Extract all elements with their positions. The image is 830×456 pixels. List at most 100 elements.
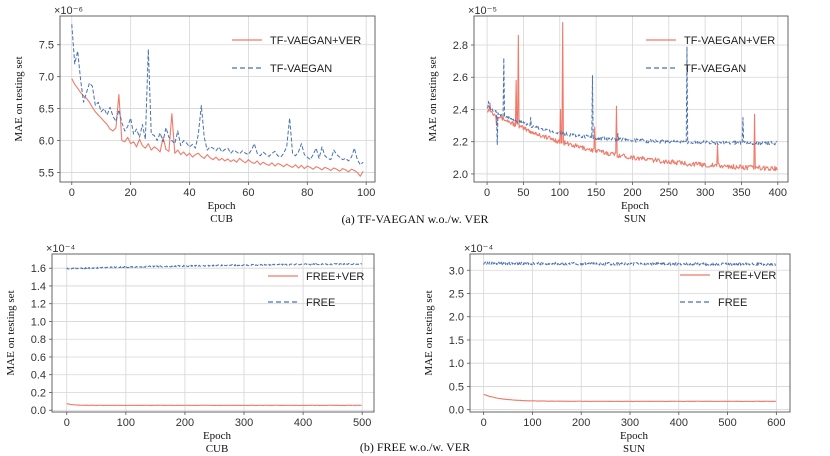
x-tick-label: 0: [69, 187, 75, 199]
y-tick-label: 3.0: [449, 265, 464, 277]
x-tick-label: 500: [353, 417, 371, 429]
y-tick-label: 2.2: [453, 137, 468, 149]
legend-label: FREE+VER: [306, 271, 364, 283]
x-tick-label: 20: [125, 187, 137, 199]
plot-frame: [51, 253, 375, 413]
legend: FREE+VER FREE: [680, 270, 776, 309]
series-line-free: [66, 262, 363, 270]
x-tick-label: 80: [301, 187, 313, 199]
x-axis-label: Epoch: [620, 430, 649, 442]
x-tick-label: 50: [517, 187, 529, 199]
y-tick-label: 6.0: [39, 136, 54, 148]
legend-label: FREE: [718, 297, 747, 309]
x-tick-label: 600: [767, 417, 785, 429]
x-tick-label: 60: [242, 187, 254, 199]
axis-multiplier: ×10⁻⁴: [464, 243, 493, 255]
axis-multiplier: ×10⁻⁵: [468, 5, 497, 17]
legend-label: TF-VAEGAN: [270, 63, 332, 75]
plot-frame: [473, 15, 789, 183]
legend-label: TF-VAEGAN: [684, 63, 746, 75]
x-tick-label: 300: [696, 187, 714, 199]
y-tick-label: 1.5: [449, 335, 464, 347]
series-line-tf-vaegan: [71, 24, 364, 166]
y-tick-label: 1.0: [449, 358, 464, 370]
chart-p1: 0 20 40 60 80 100 5.5 6.0 6.5 7.0 7.5 ×10⁻⁶ EpochCUB…: [13, 5, 376, 225]
y-tick-label: 7.0: [39, 72, 54, 84]
y-tick-label: 7.5: [39, 40, 54, 52]
chart-p4: 0 100 200 300 400 500 600 0.0 0.5 1.0 1.5 2.0 2.5 3.0…: [423, 243, 791, 455]
y-tick-label: 0.0: [31, 405, 46, 417]
y-axis-label: MAE on testing set: [427, 56, 439, 141]
series-line-tf-vaegan: [487, 46, 778, 146]
y-tick-label: 5.5: [39, 167, 54, 179]
x-tick-label: 400: [769, 187, 787, 199]
x-tick-label: 0: [64, 417, 70, 429]
dataset-label: SUN: [624, 213, 646, 225]
y-tick-label: 1.0: [31, 316, 46, 328]
dataset-label: CUB: [210, 213, 233, 225]
series-line-free-ver: [483, 393, 776, 403]
y-axis-label: MAE on testing set: [423, 290, 435, 375]
x-tick-label: 200: [572, 417, 590, 429]
caption-bottom: (b) FREE w.o./w. VER: [360, 440, 470, 454]
x-tick-label: 350: [732, 187, 750, 199]
legend: FREE+VER FREE: [268, 271, 364, 309]
x-tick-label: 400: [670, 417, 688, 429]
y-tick-label: 2.0: [453, 169, 468, 181]
x-tick-label: 150: [587, 187, 605, 199]
x-tick-label: 100: [117, 417, 135, 429]
y-tick-label: 0.8: [31, 334, 46, 346]
caption-top: (a) TF-VAEGAN w.o./w. VER: [341, 212, 488, 226]
y-axis-label: MAE on testing set: [13, 56, 25, 141]
x-tick-label: 300: [235, 417, 253, 429]
y-tick-label: 2.0: [449, 312, 464, 324]
x-tick-label: 200: [176, 417, 194, 429]
x-tick-label: 500: [718, 417, 736, 429]
dataset-label: CUB: [206, 443, 229, 455]
axis-multiplier: ×10⁻⁴: [46, 243, 75, 255]
x-tick-label: 0: [484, 187, 490, 199]
x-axis-label: Epoch: [203, 430, 232, 442]
y-tick-label: 6.5: [39, 104, 54, 116]
x-axis-label: Epoch: [207, 200, 236, 212]
y-tick-label: 2.4: [453, 104, 468, 116]
x-tick-label: 200: [623, 187, 641, 199]
x-tick-label: 40: [183, 187, 195, 199]
y-tick-label: 1.4: [31, 281, 46, 293]
y-tick-label: 0.4: [31, 370, 46, 382]
y-tick-label: 2.5: [449, 289, 464, 301]
legend-label: FREE+VER: [718, 270, 776, 282]
series-line-tf-vaegan-ver: [486, 21, 778, 172]
x-tick-label: 100: [523, 417, 541, 429]
series-line-free: [483, 261, 776, 266]
x-tick-label: 300: [621, 417, 639, 429]
x-axis-label: Epoch: [621, 200, 650, 212]
plot-frame: [59, 15, 376, 183]
y-tick-label: 2.8: [453, 40, 468, 52]
y-tick-label: 1.6: [31, 263, 46, 275]
axis-multiplier: ×10⁻⁶: [54, 5, 83, 17]
y-tick-label: 0.2: [31, 387, 46, 399]
y-tick-label: 0.0: [449, 405, 464, 417]
legend-label: TF-VAEGAN+VER: [270, 35, 361, 47]
y-tick-label: 1.2: [31, 299, 46, 311]
x-tick-label: 100: [357, 187, 375, 199]
x-tick-label: 400: [294, 417, 312, 429]
legend: TF-VAEGAN+VER TF-VAEGAN: [646, 35, 775, 75]
x-tick-label: 100: [551, 187, 569, 199]
series-line-free-ver: [66, 403, 362, 407]
y-tick-label: 0.5: [449, 381, 464, 393]
legend-label: TF-VAEGAN+VER: [684, 35, 775, 47]
legend-label: FREE: [306, 297, 335, 309]
y-tick-label: 2.6: [453, 72, 468, 84]
legend: TF-VAEGAN+VER TF-VAEGAN: [232, 35, 361, 75]
chart-p2: 0 50 100 150 200 250 300 350 400 2.0 2.2 2.4 2.6 2.8 ×…: [427, 5, 789, 225]
y-axis-label: MAE on testing set: [5, 290, 17, 375]
dataset-label: SUN: [623, 443, 645, 455]
series-line-tf-vaegan-ver: [71, 78, 364, 177]
x-tick-label: 0: [481, 417, 487, 429]
y-tick-label: 0.6: [31, 352, 46, 364]
x-tick-label: 250: [660, 187, 678, 199]
chart-p3: 0 100 200 300 400 500 0.0 0.2 0.4 0.6 0.8 1.0 1.2 1.4…: [5, 243, 375, 455]
